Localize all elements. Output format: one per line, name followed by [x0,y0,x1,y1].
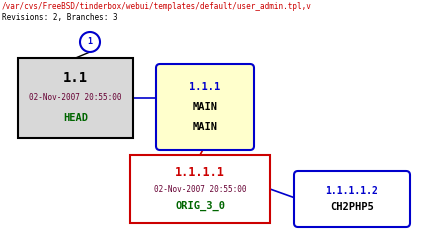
FancyBboxPatch shape [156,64,254,150]
Text: Revisions: 2, Branches: 3: Revisions: 2, Branches: 3 [2,13,118,22]
Text: HEAD: HEAD [63,113,88,123]
Bar [130,155,270,223]
Text: MAIN: MAIN [192,122,217,131]
Text: ORIG_3_0: ORIG_3_0 [175,201,225,211]
Text: 02-Nov-2007 20:55:00: 02-Nov-2007 20:55:00 [154,185,246,194]
Circle shape [80,32,100,52]
Text: /var/cvs/FreeBSD/tinderbox/webui/templates/default/user_admin.tpl,v: /var/cvs/FreeBSD/tinderbox/webui/templat… [2,2,312,11]
Text: 1: 1 [87,38,92,46]
Text: 1.1.1.1.2: 1.1.1.1.2 [325,186,379,196]
Text: CH2PHP5: CH2PHP5 [330,202,374,212]
Text: 1.1.1.1: 1.1.1.1 [175,166,225,178]
Text: 1.1.1: 1.1.1 [189,82,221,93]
Text: 02-Nov-2007 20:55:00: 02-Nov-2007 20:55:00 [29,93,122,103]
FancyBboxPatch shape [294,171,410,227]
Bar [18,58,133,138]
Text: 1.1: 1.1 [63,71,88,85]
Text: MAIN: MAIN [192,102,217,112]
